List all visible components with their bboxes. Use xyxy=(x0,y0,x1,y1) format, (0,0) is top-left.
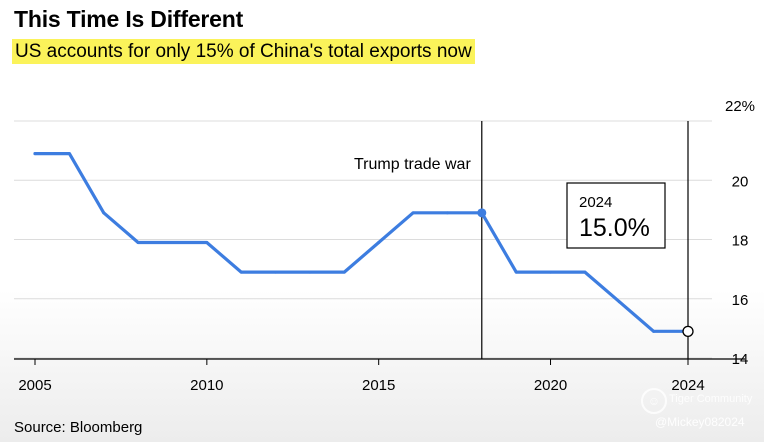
data-point xyxy=(239,270,243,274)
source-note: Source: Bloomberg xyxy=(14,419,143,436)
data-point xyxy=(205,240,209,244)
data-point xyxy=(102,211,106,215)
data-point xyxy=(617,300,621,304)
watermark-user: @Mickey082024 xyxy=(655,415,745,429)
chart-title: This Time Is Different xyxy=(14,6,244,32)
y-tick-label: 20 xyxy=(732,173,749,190)
y-axis-ticks: 14 16 18 20 22% xyxy=(725,98,755,368)
data-point xyxy=(342,270,346,274)
x-tick-label: 2024 xyxy=(671,377,704,394)
x-axis-ticks: 2005 2010 2015 2020 2024 xyxy=(18,359,705,394)
data-point xyxy=(549,270,553,274)
annotation-year: 2024 xyxy=(579,194,612,211)
y-tick-label: 22% xyxy=(725,98,755,115)
series-line xyxy=(33,152,690,333)
x-tick-label: 2005 xyxy=(18,377,51,394)
data-point xyxy=(377,240,381,244)
data-point xyxy=(67,152,71,156)
tiger-logo-icon: ☺ xyxy=(641,388,667,414)
y-tick-label: 14 xyxy=(732,351,749,368)
chart-subtitle: US accounts for only 15% of China's tota… xyxy=(12,39,475,64)
data-point xyxy=(514,270,518,274)
data-point xyxy=(445,211,449,215)
y-tick-label: 18 xyxy=(732,233,749,250)
data-point xyxy=(411,211,415,215)
annotation-marker-hollow xyxy=(682,325,694,337)
annotation-box xyxy=(566,182,666,249)
x-tick-label: 2020 xyxy=(534,377,567,394)
data-point xyxy=(274,270,278,274)
annotation-value: 15.0% xyxy=(579,214,650,242)
annotation-marker-filled xyxy=(477,208,487,218)
gridlines xyxy=(14,120,745,360)
annotations: Trump trade war 2024 15.0% xyxy=(354,156,694,337)
watermark-brand: Tiger Community xyxy=(669,393,753,405)
x-tick-label: 2010 xyxy=(190,377,223,394)
data-point xyxy=(33,152,37,156)
x-tick-label: 2015 xyxy=(362,377,395,394)
annotation-label-trade-war: Trump trade war xyxy=(354,156,471,173)
data-point xyxy=(136,240,140,244)
data-point xyxy=(308,270,312,274)
data-point xyxy=(652,329,656,333)
data-point xyxy=(170,240,174,244)
data-point xyxy=(583,270,587,274)
y-tick-label: 16 xyxy=(732,292,749,309)
annotation-lines xyxy=(481,121,689,359)
